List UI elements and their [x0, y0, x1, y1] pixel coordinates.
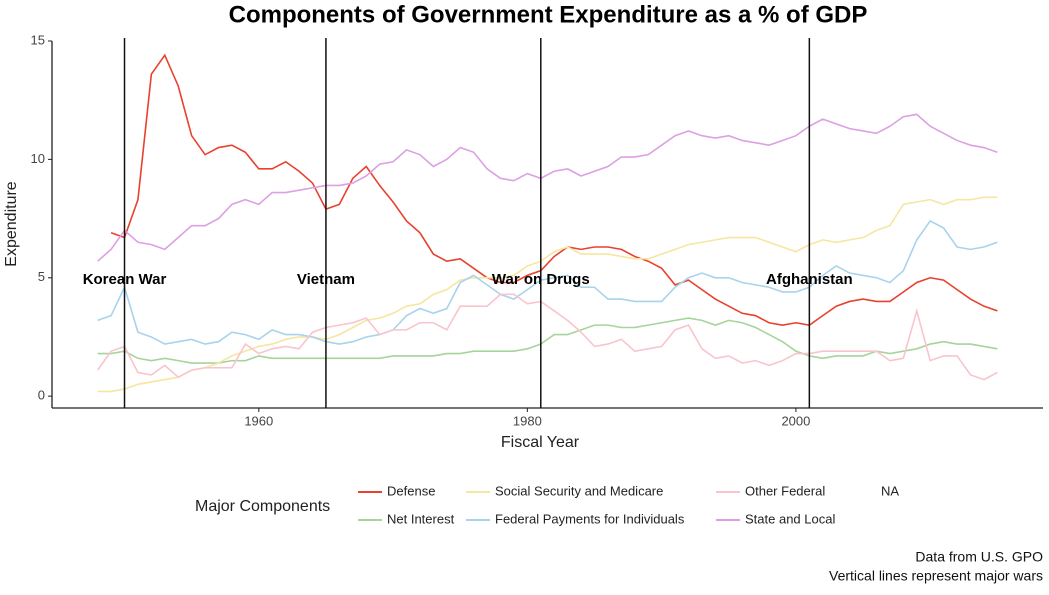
y-tick-label: 5 — [38, 269, 45, 284]
x-tick-label: 1980 — [513, 413, 542, 428]
legend-label: Defense — [387, 483, 435, 498]
legend-label: Federal Payments for Individuals — [495, 511, 685, 526]
legend-title: Major Components — [195, 498, 330, 515]
x-tick-label: 2000 — [781, 413, 810, 428]
legend-label: State and Local — [745, 511, 835, 526]
war-label: Vietnam — [297, 271, 355, 288]
series-line — [97, 219, 998, 345]
y-tick-label: 0 — [38, 388, 45, 403]
caption: Vertical lines represent major wars — [829, 568, 1043, 584]
series-line — [97, 317, 998, 364]
series-line — [110, 53, 998, 326]
war-label: Afghanistan — [766, 271, 853, 288]
x-tick-label: 1960 — [244, 413, 273, 428]
chart-title: Components of Government Expenditure as … — [229, 1, 868, 28]
series-line — [97, 196, 998, 393]
war-label: War on Drugs — [492, 271, 590, 288]
legend-label: Social Security and Medicare — [495, 483, 663, 498]
y-tick-label: 15 — [31, 32, 45, 47]
caption: Data from U.S. GPO — [915, 549, 1043, 565]
legend-na: NA — [881, 483, 899, 498]
y-axis-label: Expenditure — [3, 181, 20, 266]
series-line — [97, 113, 998, 262]
legend-label: Net Interest — [387, 511, 455, 526]
series-line — [97, 293, 998, 381]
legend-label: Other Federal — [745, 483, 825, 498]
war-label: Korean War — [83, 271, 167, 288]
x-axis-label: Fiscal Year — [501, 434, 580, 451]
y-tick-label: 10 — [31, 151, 45, 166]
